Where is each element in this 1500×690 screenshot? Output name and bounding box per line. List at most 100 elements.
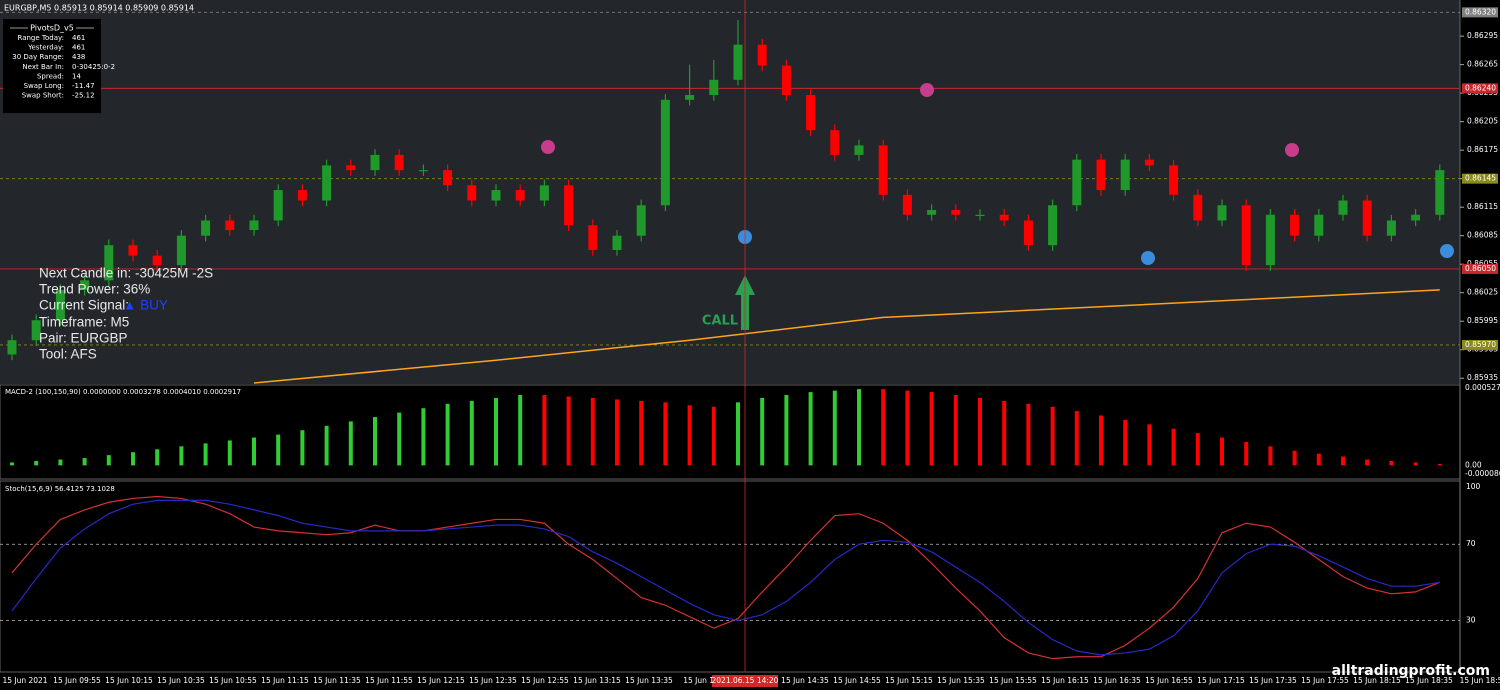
candle-body — [1338, 200, 1348, 215]
candle-body — [443, 170, 453, 186]
x-tick-label: 15 Jun 16:35 — [1093, 676, 1141, 685]
x-tick-label: 15 Jun 14:55 — [833, 676, 881, 685]
candle-body — [539, 185, 549, 201]
bar — [252, 437, 256, 466]
y-tick-label: 0.86025 — [1467, 288, 1498, 297]
candle-body — [273, 190, 283, 221]
x-tick-label: 15 Jun 18:35 — [1405, 676, 1453, 685]
fractal-up — [1141, 251, 1155, 265]
candle-body — [1144, 159, 1154, 166]
bar — [1220, 437, 1224, 466]
bar — [1244, 441, 1249, 466]
x-tick-label: 15 Jun 10:55 — [209, 676, 257, 685]
y-tick-label: 0.85935 — [1467, 373, 1498, 382]
x-tick-label: 15 Jun 11:35 — [313, 676, 361, 685]
candle-body — [588, 225, 598, 250]
info-value: -25.12 — [72, 92, 95, 100]
bar — [1389, 460, 1394, 466]
x-tick-label: 15 Jun 10:15 — [105, 676, 153, 685]
bar — [227, 440, 232, 466]
overlay-line: Current Signal: — [39, 298, 129, 313]
bar — [639, 400, 644, 466]
x-tick-label: 15 Jun 14:35 — [781, 676, 829, 685]
call-label: CALL — [702, 314, 738, 329]
x-tick-label: 15 Jun 2021 — [2, 676, 47, 685]
candle-body — [1265, 214, 1275, 266]
candle-body — [975, 214, 985, 216]
candle-body — [1411, 214, 1421, 221]
candle-body — [733, 44, 743, 80]
level-tag — [1462, 339, 1498, 350]
candle-body — [346, 165, 356, 171]
signal-value: ▲ BUY — [123, 298, 168, 313]
y-tick-label: 0.86115 — [1467, 202, 1498, 211]
overlay-line: Next Candle in: -30425M -2S — [39, 266, 213, 281]
bar — [1195, 433, 1200, 466]
series-line — [11, 495, 1441, 660]
info-value: 438 — [72, 53, 85, 61]
bar — [566, 396, 571, 466]
price-panel — [0, 0, 1460, 384]
candle-body — [201, 220, 211, 236]
header: EURGBP,M5 0.85913 0.85914 0.85909 0.8591… — [4, 4, 194, 13]
overlay-line: Pair: EURGBP — [39, 331, 128, 346]
bar — [808, 392, 813, 466]
bar — [929, 392, 934, 466]
candle-body — [128, 245, 138, 256]
bar — [590, 397, 595, 466]
bar — [542, 395, 547, 466]
y-tick-label: 100 — [1466, 482, 1481, 491]
y-tick-label: 0.86295 — [1467, 31, 1498, 40]
candle-body — [1048, 205, 1058, 246]
fractal-down — [920, 83, 934, 97]
bar — [663, 402, 668, 466]
candle-body — [1435, 170, 1445, 215]
bar — [1292, 450, 1297, 466]
x-tick-label: 15 Jun 12:55 — [521, 676, 569, 685]
bar — [1099, 415, 1103, 466]
info-title: PivotsD_v5 — [30, 24, 74, 33]
x-tick-label: 15 Jun 18:5 — [1460, 676, 1500, 685]
candle-body — [854, 145, 864, 155]
bar — [373, 417, 377, 466]
bar — [687, 405, 692, 466]
content: 15 Jun 2021 15 Jun 09:55 15 Jun 10:15 15 Ju… — [0, 7, 1500, 685]
x-tick-label: 15 Jun 16:15 — [1041, 676, 1089, 685]
bar — [445, 403, 450, 466]
candle-body — [660, 99, 670, 206]
candle-body — [685, 95, 695, 100]
candle-body — [1193, 194, 1203, 221]
level-label: 0.86320 — [1465, 7, 1496, 16]
bar — [978, 397, 982, 466]
x-tick-label: 15 Jun 09:55 — [53, 676, 101, 685]
level-tag — [1462, 263, 1498, 274]
bar — [469, 400, 474, 466]
candle-body — [1217, 205, 1227, 221]
candle-body — [1290, 214, 1300, 236]
bar — [1074, 411, 1079, 466]
level-tag — [1462, 173, 1498, 184]
bar — [1413, 462, 1418, 466]
info-value: -11.47 — [72, 82, 95, 90]
stoch-panel — [0, 480, 1461, 673]
x-tick-label: 15 Jun 17:55 — [1301, 676, 1349, 685]
x-tick-label: 15 Jun 15:35 — [937, 676, 985, 685]
info-value: 14 — [72, 72, 81, 80]
moving-average — [253, 289, 1440, 384]
overlay-line: Tool: AFS — [39, 347, 97, 362]
panel-title: Stoch(15,6,9) 56.4125 73.1028 — [5, 485, 115, 493]
fractals — [541, 83, 1454, 265]
bar — [615, 399, 619, 466]
y-tick-label: 0.86055 — [1467, 259, 1498, 268]
cursor-box — [712, 675, 778, 687]
bar — [1147, 424, 1152, 466]
series-line — [11, 499, 1440, 656]
info-label: Next Bar In: — [22, 63, 64, 71]
candle-body — [781, 65, 791, 96]
info-label: Swap Long: — [24, 82, 64, 90]
info-label: Range Today: — [17, 34, 64, 42]
bar — [905, 390, 910, 466]
bar — [10, 462, 14, 466]
x-tick-label: 15 Jun 18:15 — [1353, 676, 1401, 685]
candle-body — [709, 79, 719, 96]
